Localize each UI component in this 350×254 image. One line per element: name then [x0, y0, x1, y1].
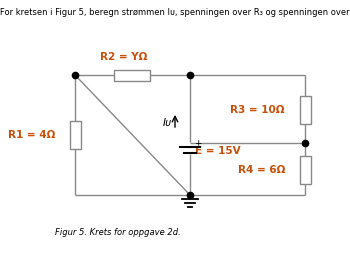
Bar: [300, 156, 310, 184]
Text: d)  For kretsen i Figur 5, beregn strømmen Iᴜ, spenningen over R₃ og spenningen : d) For kretsen i Figur 5, beregn strømme…: [0, 8, 350, 17]
Text: R4 = 6Ω: R4 = 6Ω: [238, 165, 285, 175]
Text: E = 15V: E = 15V: [195, 146, 241, 156]
Bar: [114, 70, 150, 81]
Text: R1 = 4Ω: R1 = 4Ω: [8, 130, 55, 140]
Text: Iᴜ: Iᴜ: [163, 118, 172, 128]
Text: +: +: [194, 139, 202, 149]
Text: R2 = YΩ: R2 = YΩ: [100, 52, 148, 62]
Text: R3 = 10Ω: R3 = 10Ω: [231, 105, 285, 115]
Bar: [300, 96, 310, 124]
Bar: [70, 121, 80, 149]
Text: Figur 5. Krets for oppgave 2d.: Figur 5. Krets for oppgave 2d.: [55, 228, 181, 237]
